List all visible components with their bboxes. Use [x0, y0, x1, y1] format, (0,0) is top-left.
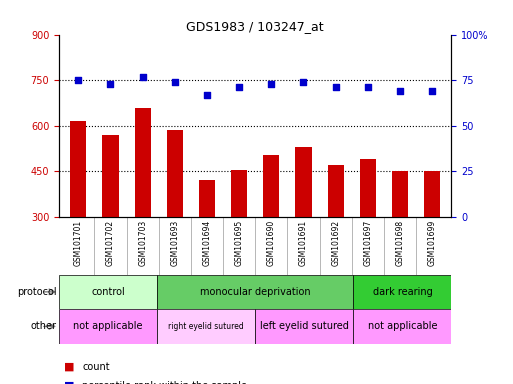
Bar	[353, 309, 451, 344]
Text: right eyelid sutured: right eyelid sutured	[168, 322, 244, 331]
Bar	[231, 170, 247, 217]
Text: monocular deprivation: monocular deprivation	[200, 287, 310, 297]
Text: GSM101693: GSM101693	[170, 220, 180, 266]
Text: GSM101691: GSM101691	[299, 220, 308, 266]
Text: count: count	[82, 362, 110, 372]
Title: GDS1983 / 103247_at: GDS1983 / 103247_at	[186, 20, 324, 33]
Bar	[255, 309, 353, 344]
Text: ■: ■	[64, 381, 74, 384]
Bar	[59, 309, 157, 344]
Text: not applicable: not applicable	[368, 321, 437, 331]
Bar	[328, 165, 344, 217]
Text: ■: ■	[64, 362, 74, 372]
Bar	[59, 275, 157, 309]
Text: GSM101703: GSM101703	[138, 220, 147, 266]
Point	[171, 79, 179, 85]
Bar	[295, 147, 311, 217]
Text: GSM101701: GSM101701	[74, 220, 83, 266]
Text: GSM101702: GSM101702	[106, 220, 115, 266]
Bar	[392, 171, 408, 217]
Point	[396, 88, 404, 94]
Text: other: other	[30, 321, 56, 331]
Text: control: control	[91, 287, 125, 297]
Text: GSM101698: GSM101698	[396, 220, 404, 266]
Text: protocol: protocol	[17, 287, 56, 297]
Bar	[424, 171, 440, 217]
Text: dark rearing: dark rearing	[372, 287, 432, 297]
Point	[331, 84, 340, 91]
Text: left eyelid sutured: left eyelid sutured	[260, 321, 349, 331]
Text: GSM101692: GSM101692	[331, 220, 340, 266]
Point	[235, 84, 243, 91]
Bar	[360, 159, 376, 217]
Point	[106, 81, 114, 87]
Text: GSM101695: GSM101695	[234, 220, 244, 266]
Point	[267, 81, 275, 87]
Point	[364, 84, 372, 91]
Bar	[167, 130, 183, 217]
Text: GSM101694: GSM101694	[203, 220, 211, 266]
Bar	[263, 155, 280, 217]
Bar	[353, 275, 451, 309]
Point	[428, 88, 436, 94]
Point	[139, 73, 147, 79]
Point	[203, 92, 211, 98]
Bar	[199, 180, 215, 217]
Point	[74, 77, 83, 83]
Text: percentile rank within the sample: percentile rank within the sample	[82, 381, 247, 384]
Text: GSM101697: GSM101697	[363, 220, 372, 266]
Text: not applicable: not applicable	[73, 321, 143, 331]
Text: GSM101690: GSM101690	[267, 220, 276, 266]
Bar	[70, 121, 86, 217]
Bar	[134, 108, 151, 217]
Bar	[157, 275, 353, 309]
Point	[300, 79, 308, 85]
Text: GSM101699: GSM101699	[428, 220, 437, 266]
Bar	[103, 135, 119, 217]
Bar	[157, 309, 255, 344]
